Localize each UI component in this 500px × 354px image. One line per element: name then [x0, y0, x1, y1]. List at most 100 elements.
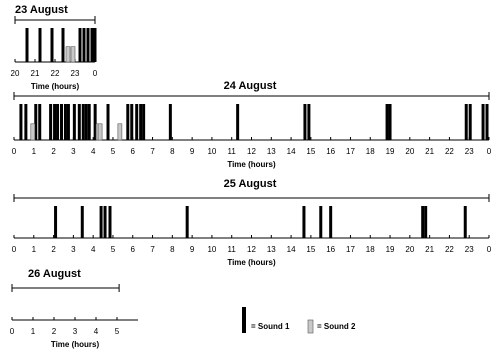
sound-event — [38, 104, 42, 140]
x-tick-label: 0 — [487, 147, 492, 156]
x-tick-label: 20 — [11, 69, 20, 78]
x-tick-label: 0 — [93, 69, 98, 78]
sound-event — [70, 46, 76, 63]
sound-event — [24, 104, 28, 140]
sound-event — [54, 206, 58, 238]
panel-title: 23 August — [15, 4, 68, 16]
x-tick-label: 12 — [247, 245, 256, 254]
x-tick-label: 11 — [228, 147, 237, 156]
x-tick-label: 7 — [150, 147, 155, 156]
x-tick-label: 21 — [31, 69, 40, 78]
x-tick-label: 16 — [326, 245, 335, 254]
x-tick-label: 0 — [487, 245, 492, 254]
x-tick-label: 3 — [73, 327, 78, 336]
sound-event — [49, 104, 53, 140]
sound-event — [108, 206, 112, 238]
x-tick-label: 0 — [12, 245, 17, 254]
panel-title: 25 August — [224, 178, 277, 190]
sound-event — [66, 104, 70, 140]
x-tick-label: 6 — [131, 245, 136, 254]
sound-event — [60, 104, 63, 140]
x-axis-label: Time (hours) — [31, 82, 80, 91]
x-tick-label: 21 — [425, 147, 434, 156]
x-tick-label: 1 — [31, 327, 36, 336]
sound-event — [319, 206, 323, 238]
sound-event — [236, 104, 240, 140]
sound-event — [77, 104, 81, 140]
x-tick-label: 2 — [51, 147, 56, 156]
x-tick-label: 19 — [386, 245, 395, 254]
x-tick-label: 20 — [405, 245, 414, 254]
sound-event — [424, 206, 428, 238]
x-tick-label: 10 — [207, 245, 216, 254]
sound-event — [38, 28, 42, 62]
panel-title: 26 August — [28, 268, 81, 280]
x-tick-label: 16 — [326, 147, 335, 156]
sound-event — [80, 206, 84, 238]
x-tick-label: 22 — [445, 147, 454, 156]
x-tick-label: 9 — [190, 245, 195, 254]
sound-event — [302, 206, 306, 238]
sound-event — [117, 123, 123, 141]
sound-event — [464, 104, 468, 140]
sound-event — [421, 206, 425, 238]
x-tick-label: 10 — [207, 147, 216, 156]
sound-event — [90, 28, 94, 62]
x-tick-label: 1 — [32, 147, 37, 156]
panel-title: 24 August — [224, 80, 277, 92]
x-tick-label: 11 — [228, 245, 237, 254]
sound-event — [106, 104, 110, 140]
sound-event — [78, 28, 82, 62]
sound-event — [53, 104, 57, 140]
x-tick-label: 14 — [287, 147, 296, 156]
sound-event — [385, 104, 389, 140]
sound-event — [86, 28, 90, 62]
sound-event — [25, 28, 29, 62]
x-tick-label: 5 — [115, 327, 120, 336]
x-tick-label: 20 — [405, 147, 414, 156]
sound-event — [103, 206, 107, 238]
sound-event — [142, 104, 146, 140]
x-tick-label: 5 — [111, 245, 116, 254]
sound-event — [93, 104, 97, 140]
sound-event — [61, 28, 65, 62]
sound-event — [81, 104, 85, 140]
x-tick-label: 8 — [170, 245, 175, 254]
sound-event — [87, 104, 91, 140]
sound-event — [82, 28, 86, 62]
x-tick-label: 3 — [71, 245, 76, 254]
x-tick-label: 4 — [91, 147, 96, 156]
x-tick-label: 4 — [91, 245, 96, 254]
x-tick-label: 14 — [287, 245, 296, 254]
x-tick-label: 19 — [386, 147, 395, 156]
x-tick-label: 18 — [366, 147, 375, 156]
x-tick-label: 15 — [306, 147, 315, 156]
x-tick-label: 1 — [32, 245, 37, 254]
x-tick-label: 5 — [111, 147, 116, 156]
x-tick-label: 23 — [71, 69, 80, 78]
sound-event — [303, 104, 307, 140]
x-tick-label: 22 — [445, 245, 454, 254]
x-tick-label: 21 — [425, 245, 434, 254]
x-tick-label: 15 — [306, 245, 315, 254]
sound-event — [468, 104, 472, 140]
sound-event — [139, 104, 143, 140]
sound-event — [168, 104, 172, 140]
sound-event — [481, 104, 485, 140]
x-tick-label: 17 — [346, 147, 355, 156]
x-tick-label: 23 — [465, 147, 474, 156]
x-tick-label: 7 — [150, 245, 155, 254]
x-tick-label: 6 — [131, 147, 136, 156]
x-tick-label: 4 — [94, 327, 99, 336]
sound-event — [50, 28, 54, 62]
x-tick-label: 3 — [71, 147, 76, 156]
sound-event — [463, 206, 467, 238]
sound-event — [388, 104, 392, 140]
sound-event — [130, 104, 134, 140]
x-axis-label: Time (hours) — [227, 160, 276, 169]
sound-event — [97, 123, 103, 141]
x-tick-label: 2 — [52, 327, 57, 336]
sound-event — [63, 104, 67, 140]
x-tick-label: 17 — [346, 245, 355, 254]
